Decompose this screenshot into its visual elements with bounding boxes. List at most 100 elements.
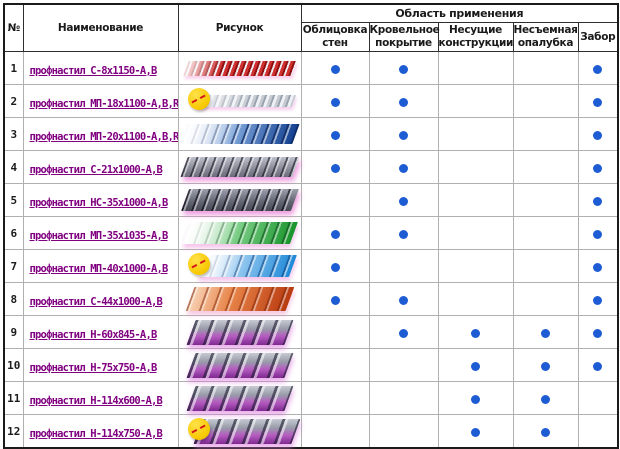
application-cell bbox=[512, 183, 579, 218]
application-cell bbox=[437, 183, 514, 218]
application-cell bbox=[368, 381, 439, 416]
application-cell bbox=[512, 84, 579, 119]
table-row: 1 профнастил С-8х1150-А,В bbox=[3, 51, 619, 86]
row-number: 1 bbox=[3, 51, 24, 86]
application-cell bbox=[512, 282, 579, 317]
product-link[interactable]: профнастил МП-20х1100-А,В,R bbox=[29, 130, 178, 143]
application-cell bbox=[368, 51, 439, 86]
application-cell bbox=[300, 216, 370, 251]
application-cell bbox=[437, 381, 514, 416]
app-dot-icon bbox=[471, 361, 480, 371]
col-header-name: Наименование bbox=[22, 3, 179, 53]
product-picture-cell bbox=[177, 183, 302, 218]
app-dot-icon bbox=[330, 262, 340, 272]
product-image bbox=[179, 316, 301, 348]
table-row: 3 профнастил МП-20х1100-А,В,R bbox=[3, 117, 619, 152]
app-dot-icon bbox=[330, 295, 340, 305]
app-dot-icon bbox=[399, 64, 408, 74]
application-cell bbox=[512, 117, 579, 152]
profiled-sheet-thumbnail bbox=[180, 189, 299, 212]
application-cell bbox=[300, 117, 370, 152]
table-row: 10 профнастил Н-75х750-А,В bbox=[3, 348, 619, 383]
product-link[interactable]: профнастил С-44х1000-А,В bbox=[29, 295, 163, 308]
profiled-sheet-thumbnail bbox=[185, 319, 294, 345]
application-cell bbox=[368, 117, 439, 152]
app-dot-icon bbox=[399, 229, 408, 239]
table-row: 2 профнастил МП-18х1100-А,В,R bbox=[3, 84, 619, 119]
product-link[interactable]: профнастил Н-60х845-А,В bbox=[29, 328, 158, 341]
product-name-cell: профнастил МП-18х1100-А,В,R bbox=[22, 84, 179, 119]
product-image bbox=[179, 415, 301, 447]
app-dot-icon bbox=[330, 130, 340, 140]
product-link[interactable]: профнастил С-8х1150-А,В bbox=[29, 64, 158, 77]
product-image bbox=[179, 118, 301, 150]
product-picture-cell bbox=[177, 249, 302, 284]
product-link[interactable]: профнастил Н-114х750-А,В bbox=[29, 427, 163, 440]
product-link[interactable]: профнастил МП-40х1000-А,В bbox=[29, 262, 169, 275]
app-dot-icon bbox=[593, 130, 603, 140]
profiled-sheet-thumbnail bbox=[182, 60, 297, 76]
profiled-sheet-thumbnail bbox=[179, 157, 300, 178]
table-row: 5 профнастил НС-35х1000-А,В bbox=[3, 183, 619, 218]
col-header-roofing: Кровельное покрытие bbox=[368, 21, 440, 53]
app-dot-icon bbox=[471, 328, 480, 338]
profiled-sheet-thumbnail bbox=[185, 352, 294, 378]
app-dot-icon bbox=[330, 163, 340, 173]
app-dot-icon bbox=[593, 295, 603, 305]
application-cell bbox=[300, 348, 370, 383]
product-name-cell: профнастил С-44х1000-А,В bbox=[22, 282, 179, 317]
app-dot-icon bbox=[541, 361, 550, 371]
application-cell bbox=[437, 414, 514, 449]
product-link[interactable]: профнастил С-21х1000-А,В bbox=[29, 163, 163, 176]
row-number: 4 bbox=[3, 150, 24, 185]
application-cell bbox=[577, 315, 619, 350]
application-cell bbox=[300, 282, 370, 317]
product-link[interactable]: профнастил НС-35х1000-А,В bbox=[29, 196, 169, 209]
new-badge-icon bbox=[187, 253, 210, 276]
product-picture-cell bbox=[177, 315, 302, 350]
product-link[interactable]: профнастил Н-114х600-А,В bbox=[29, 394, 163, 407]
product-link[interactable]: профнастил МП-18х1100-А,В,R bbox=[29, 97, 178, 110]
application-cell bbox=[577, 51, 619, 86]
row-number: 8 bbox=[3, 282, 24, 317]
row-number: 3 bbox=[3, 117, 24, 152]
app-dot-icon bbox=[399, 97, 408, 107]
app-dot-icon bbox=[330, 64, 340, 74]
application-cell bbox=[512, 249, 579, 284]
table-row: 9 профнастил Н-60х845-А,В bbox=[3, 315, 619, 350]
application-cell bbox=[300, 249, 370, 284]
col-header-permanent-formwork: Несъемная опалубка bbox=[512, 21, 579, 53]
application-cell bbox=[577, 348, 619, 383]
app-dot-icon bbox=[593, 163, 603, 173]
app-dot-icon bbox=[593, 361, 603, 371]
table-row: 12 профнастил Н-114х750-А,В bbox=[3, 414, 619, 449]
app-dot-icon bbox=[593, 328, 603, 338]
product-image bbox=[179, 382, 301, 414]
application-cell bbox=[368, 249, 439, 284]
application-cell bbox=[512, 414, 579, 449]
product-name-cell: профнастил Н-60х845-А,В bbox=[22, 315, 179, 350]
app-dot-icon bbox=[593, 97, 603, 107]
product-link[interactable]: профнастил МП-35х1035-А,В bbox=[29, 229, 169, 242]
col-header-applications-group: Область применения bbox=[300, 3, 619, 23]
product-image bbox=[179, 85, 301, 117]
application-cell bbox=[300, 381, 370, 416]
application-cell bbox=[300, 84, 370, 119]
application-cell bbox=[577, 117, 619, 152]
col-header-wall-cladding: Облицовка стен bbox=[300, 21, 370, 53]
new-badge-icon bbox=[187, 418, 210, 441]
product-name-cell: профнастил МП-20х1100-А,В,R bbox=[22, 117, 179, 152]
product-image bbox=[179, 349, 301, 381]
profiled-sheet-thumbnail bbox=[196, 255, 297, 278]
application-cell bbox=[437, 150, 514, 185]
app-dot-icon bbox=[399, 163, 408, 173]
application-cell bbox=[300, 414, 370, 449]
profiled-sheet-thumbnail bbox=[181, 222, 298, 245]
application-cell bbox=[577, 381, 619, 416]
col-header-number: № bbox=[3, 3, 24, 53]
app-dot-icon bbox=[399, 196, 408, 206]
application-cell bbox=[512, 315, 579, 350]
app-dot-icon bbox=[399, 130, 408, 140]
product-name-cell: профнастил МП-40х1000-А,В bbox=[22, 249, 179, 284]
product-link[interactable]: профнастил Н-75х750-А,В bbox=[29, 361, 158, 374]
